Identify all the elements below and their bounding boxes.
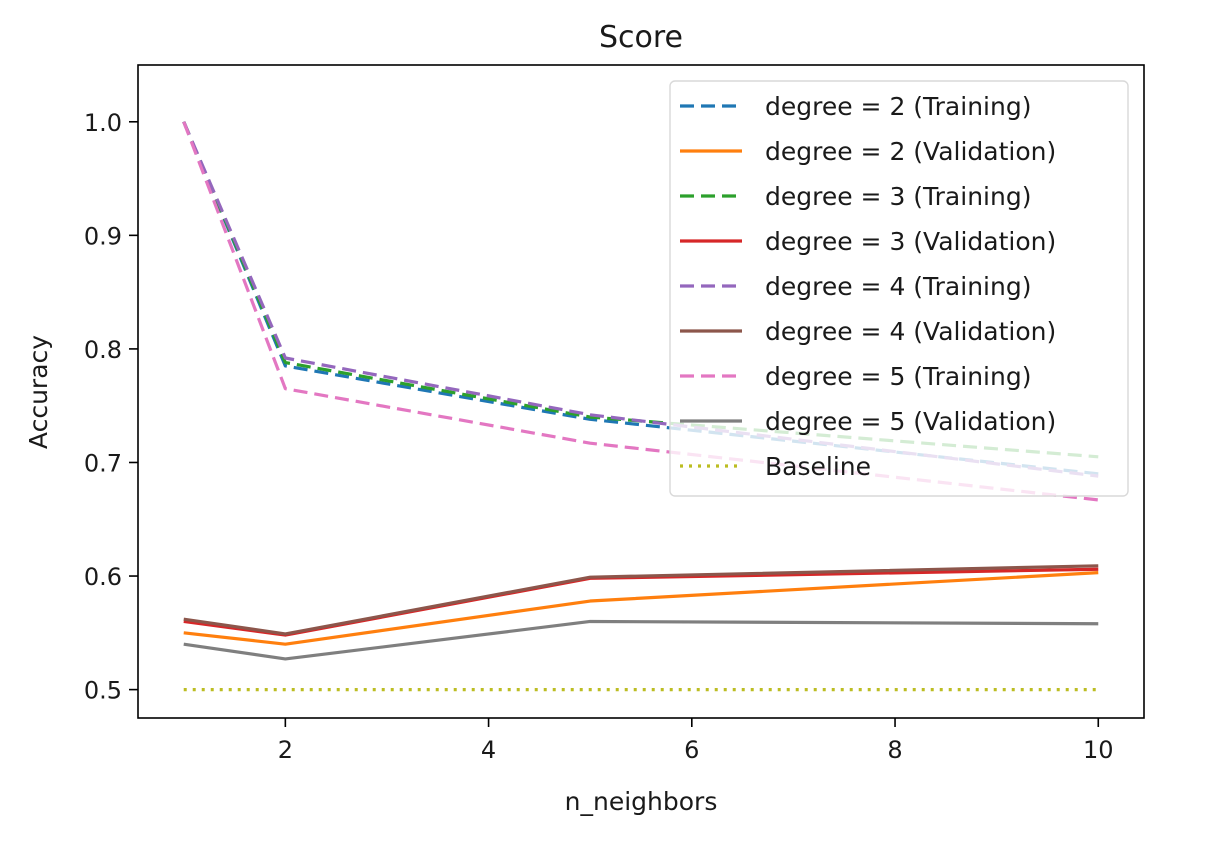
x-tick-label: 8 (887, 736, 902, 764)
legend-label-degree-5-validation: degree = 5 (Validation) (765, 407, 1056, 436)
legend-label-degree-4-validation: degree = 4 (Validation) (765, 317, 1056, 346)
y-tick-label: 0.7 (84, 449, 122, 477)
legend-label-degree-4-training: degree = 4 (Training) (765, 272, 1031, 301)
legend-label-degree-3-validation: degree = 3 (Validation) (765, 227, 1056, 256)
y-tick-label: 0.8 (84, 336, 122, 364)
y-tick-label: 0.5 (84, 677, 122, 705)
legend-label-baseline: Baseline (765, 452, 871, 481)
x-tick-label: 10 (1083, 736, 1114, 764)
legend-label-degree-2-training: degree = 2 (Training) (765, 92, 1031, 121)
x-tick-label: 6 (684, 736, 699, 764)
x-tick-label: 4 (481, 736, 496, 764)
y-axis-label: Accuracy (24, 335, 53, 449)
series-line-degree-4-validation (183, 564, 1099, 636)
plot-frame (137, 64, 1145, 719)
series-line-degree-5-validation (183, 619, 1099, 661)
legend-label-degree-5-training: degree = 5 (Training) (765, 362, 1031, 391)
chart-title: Score (599, 20, 683, 55)
x-tick-label: 2 (278, 736, 293, 764)
x-axis: 2 4 6 8 10 (278, 718, 1114, 764)
legend-label-degree-3-training: degree = 3 (Training) (765, 182, 1031, 211)
legend: degree = 2 (Training) degree = 2 (Validat… (669, 80, 1129, 497)
legend-box (669, 80, 1129, 497)
y-tick-label: 1.0 (84, 109, 122, 137)
legend-label-degree-2-validation: degree = 2 (Validation) (765, 137, 1056, 166)
y-tick-label: 0.6 (84, 563, 122, 591)
y-tick-label: 0.9 (84, 222, 122, 250)
series-line-degree-2-validation (183, 571, 1099, 646)
y-axis: 0.5 0.6 0.7 0.8 0.9 1.0 (84, 109, 138, 705)
x-axis-label: n_neighbors (565, 787, 718, 816)
